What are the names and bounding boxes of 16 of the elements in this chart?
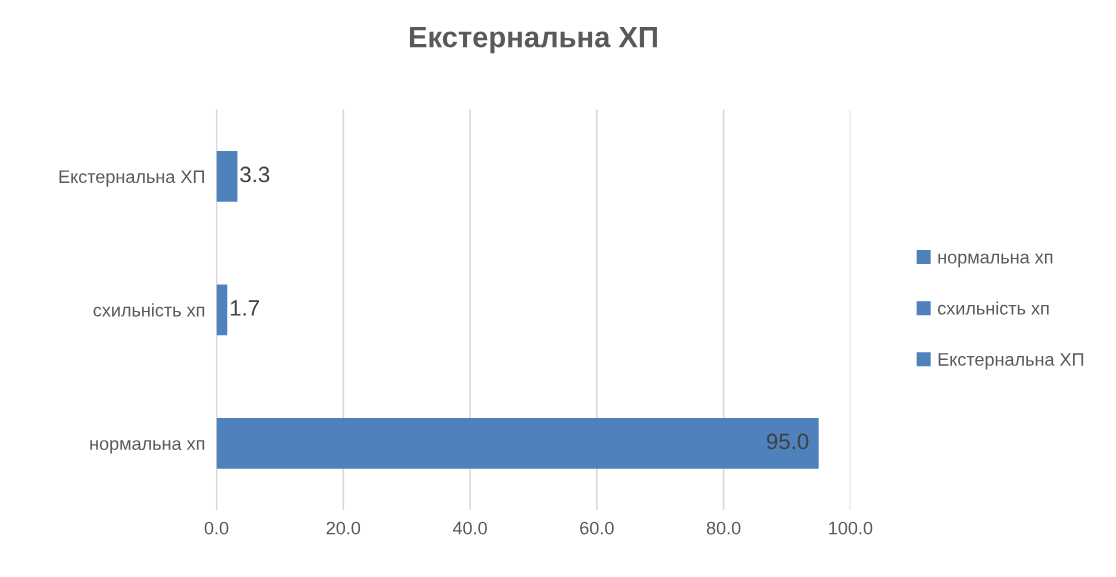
x-tick-label: 0.0 [204, 521, 229, 535]
legend-label: Екстернальна ХП [938, 353, 1084, 370]
x-tick-label: 100.0 [829, 521, 873, 535]
chart-title: Екстернальна ХП [409, 27, 657, 54]
legend-label: нормальна хп [938, 253, 1053, 268]
y-tick-label: схильність хп [93, 303, 205, 317]
y-tick-label: Екстернальна ХП [59, 170, 204, 187]
x-tick-label: 60.0 [580, 521, 614, 535]
x-tick-label: 80.0 [706, 521, 741, 535]
data-label: 1.7 [230, 300, 259, 316]
x-tick-label: 40.0 [452, 521, 487, 535]
legend-label: схильність хп [937, 301, 1049, 315]
data-label: 95.0 [766, 433, 809, 450]
data-label: 3.3 [240, 166, 270, 183]
y-tick-label: нормальна хп [90, 440, 205, 454]
x-tick-label: 20.0 [326, 521, 361, 535]
